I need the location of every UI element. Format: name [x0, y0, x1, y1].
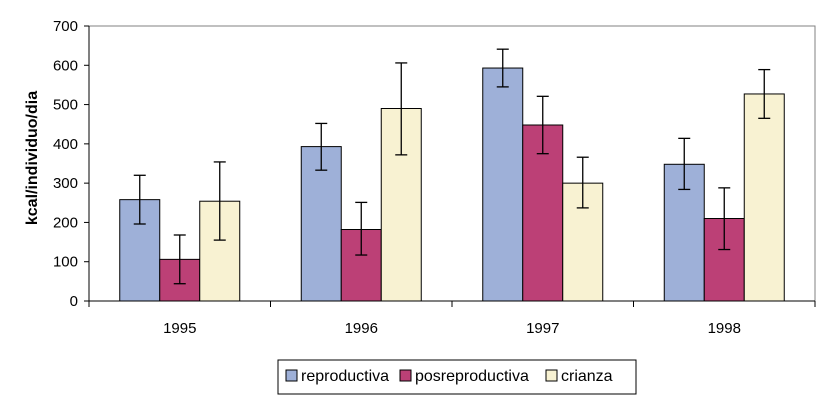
y-tick-label: 100: [53, 254, 78, 271]
legend-swatch-reproductiva: [285, 369, 298, 382]
y-tick-label: 0: [70, 293, 78, 310]
x-tick-label: 1997: [526, 320, 559, 337]
legend-label-reproductiva: reproductiva: [301, 368, 389, 385]
legend: reproductiva posreproductiva crianza: [277, 359, 637, 395]
x-tick-label: 1998: [708, 320, 741, 337]
legend-swatch-crianza: [545, 369, 558, 382]
legend-swatch-posreproductiva: [399, 369, 412, 382]
y-tick-label: 600: [53, 57, 78, 74]
y-tick-label: 300: [53, 175, 78, 192]
y-axis: 0 100 200 300 400 500 600 700: [53, 18, 90, 310]
y-tick-label: 500: [53, 97, 78, 114]
legend-label-posreproductiva: posreproductiva: [415, 368, 529, 385]
bar-crianza-1998: [743, 93, 785, 302]
x-tick-label: 1995: [163, 320, 196, 337]
y-tick-label: 200: [53, 214, 78, 231]
bar-posreproductiva-1997: [522, 124, 564, 302]
y-tick-label: 400: [53, 136, 78, 153]
y-tick-label: 700: [53, 18, 78, 35]
bar-reproductiva-1997: [482, 67, 524, 302]
legend-label-crianza: crianza: [561, 368, 613, 385]
legend-box: [277, 359, 637, 395]
x-axis: 1995 1996 1997 1998: [88, 300, 816, 337]
y-axis-title: kcal/individuo/dia: [24, 91, 41, 225]
error-bars: [133, 48, 771, 285]
x-tick-label: 1996: [345, 320, 378, 337]
bar-reproductiva-1996: [300, 146, 342, 302]
